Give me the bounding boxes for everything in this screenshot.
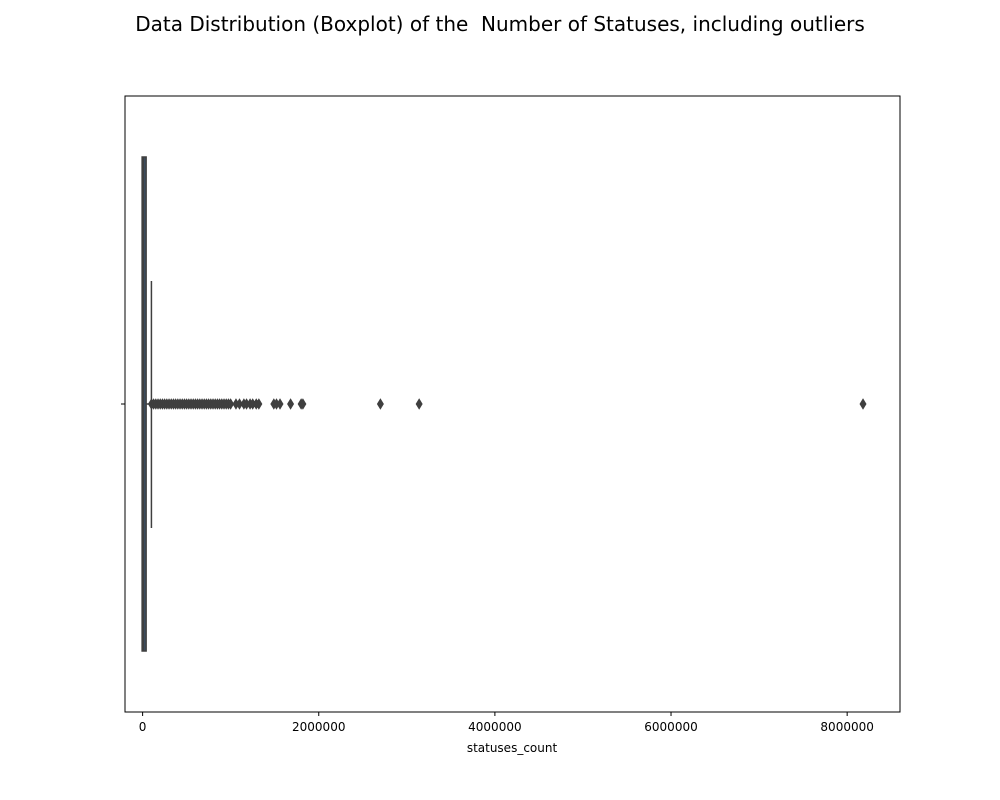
outlier-point [255,398,263,410]
outlier-point [287,398,295,410]
outlier-point [276,398,284,410]
outlier-point [299,398,307,410]
x-tick-label: 8000000 [820,720,873,734]
outlier-point [227,398,235,410]
x-tick-label: 0 [139,720,147,734]
x-tick-label: 6000000 [644,720,697,734]
boxplot-marks [141,156,153,652]
x-tick-label: 4000000 [468,720,521,734]
outlier-points [147,398,867,410]
x-axis-label: statuses_count [467,741,558,755]
outlier-point [376,398,384,410]
outlier-point [415,398,423,410]
x-axis-ticks: 0 2000000 4000000 6000000 8000000 [139,712,874,734]
chart-title: Data Distribution (Boxplot) of the Numbe… [135,12,865,36]
x-tick-label: 2000000 [292,720,345,734]
outlier-point [859,398,867,410]
